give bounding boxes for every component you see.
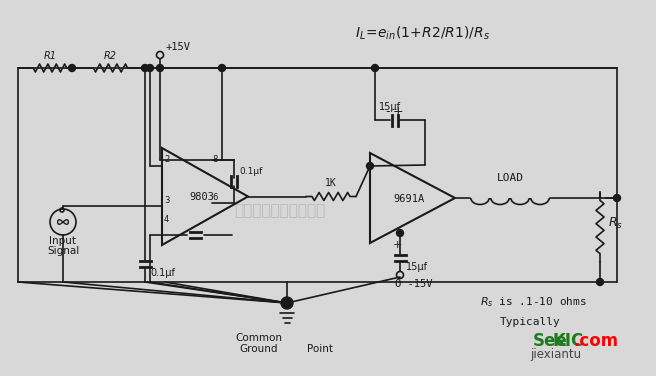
Text: 0.1μf: 0.1μf [150, 268, 175, 278]
Text: 15μf: 15μf [406, 262, 428, 272]
Text: .com: .com [573, 332, 618, 350]
Text: See: See [533, 332, 567, 350]
Text: R1: R1 [43, 51, 56, 61]
Circle shape [68, 65, 75, 71]
Text: Ground: Ground [239, 344, 278, 354]
Text: $I_L\!=\!e_{in}(1\!+\!R2/R1)/R_s$: $I_L\!=\!e_{in}(1\!+\!R2/R1)/R_s$ [355, 25, 490, 42]
Text: Input: Input [49, 236, 77, 246]
Text: KIC: KIC [553, 332, 584, 350]
Text: Common: Common [236, 333, 283, 343]
Circle shape [596, 279, 604, 285]
Text: $R_s$ is .1-10 ohms: $R_s$ is .1-10 ohms [480, 295, 586, 309]
Text: 9803: 9803 [190, 193, 215, 203]
Circle shape [613, 194, 621, 202]
Text: 4: 4 [164, 215, 169, 224]
Circle shape [371, 65, 379, 71]
Text: +: + [393, 105, 403, 118]
Circle shape [146, 65, 154, 71]
Text: 1K: 1K [325, 179, 337, 188]
Text: +15V: +15V [165, 42, 190, 52]
Text: +: + [392, 240, 401, 250]
Text: 15μf: 15μf [379, 102, 401, 112]
Text: LOAD: LOAD [497, 173, 523, 183]
Text: 0.1μf: 0.1μf [239, 167, 262, 176]
Text: Point: Point [307, 344, 333, 354]
Circle shape [142, 65, 148, 71]
Text: 9691A: 9691A [394, 194, 425, 204]
Circle shape [218, 65, 226, 71]
Text: 2: 2 [164, 155, 169, 164]
Text: O -15V: O -15V [395, 279, 432, 289]
Text: 6: 6 [212, 193, 217, 202]
Text: 3: 3 [164, 196, 169, 205]
Text: jiexiantu: jiexiantu [530, 348, 581, 361]
Text: 杭州将睿科技有限公司: 杭州将睿科技有限公司 [234, 203, 325, 218]
Circle shape [396, 229, 403, 237]
Circle shape [157, 65, 163, 71]
Circle shape [367, 162, 373, 170]
Text: Signal: Signal [47, 246, 79, 256]
Text: $R_s$: $R_s$ [608, 216, 623, 231]
Circle shape [281, 297, 293, 309]
Text: Typically: Typically [500, 317, 561, 327]
Text: 8: 8 [212, 155, 217, 164]
Text: -: - [386, 105, 390, 118]
Text: R2: R2 [104, 51, 117, 61]
